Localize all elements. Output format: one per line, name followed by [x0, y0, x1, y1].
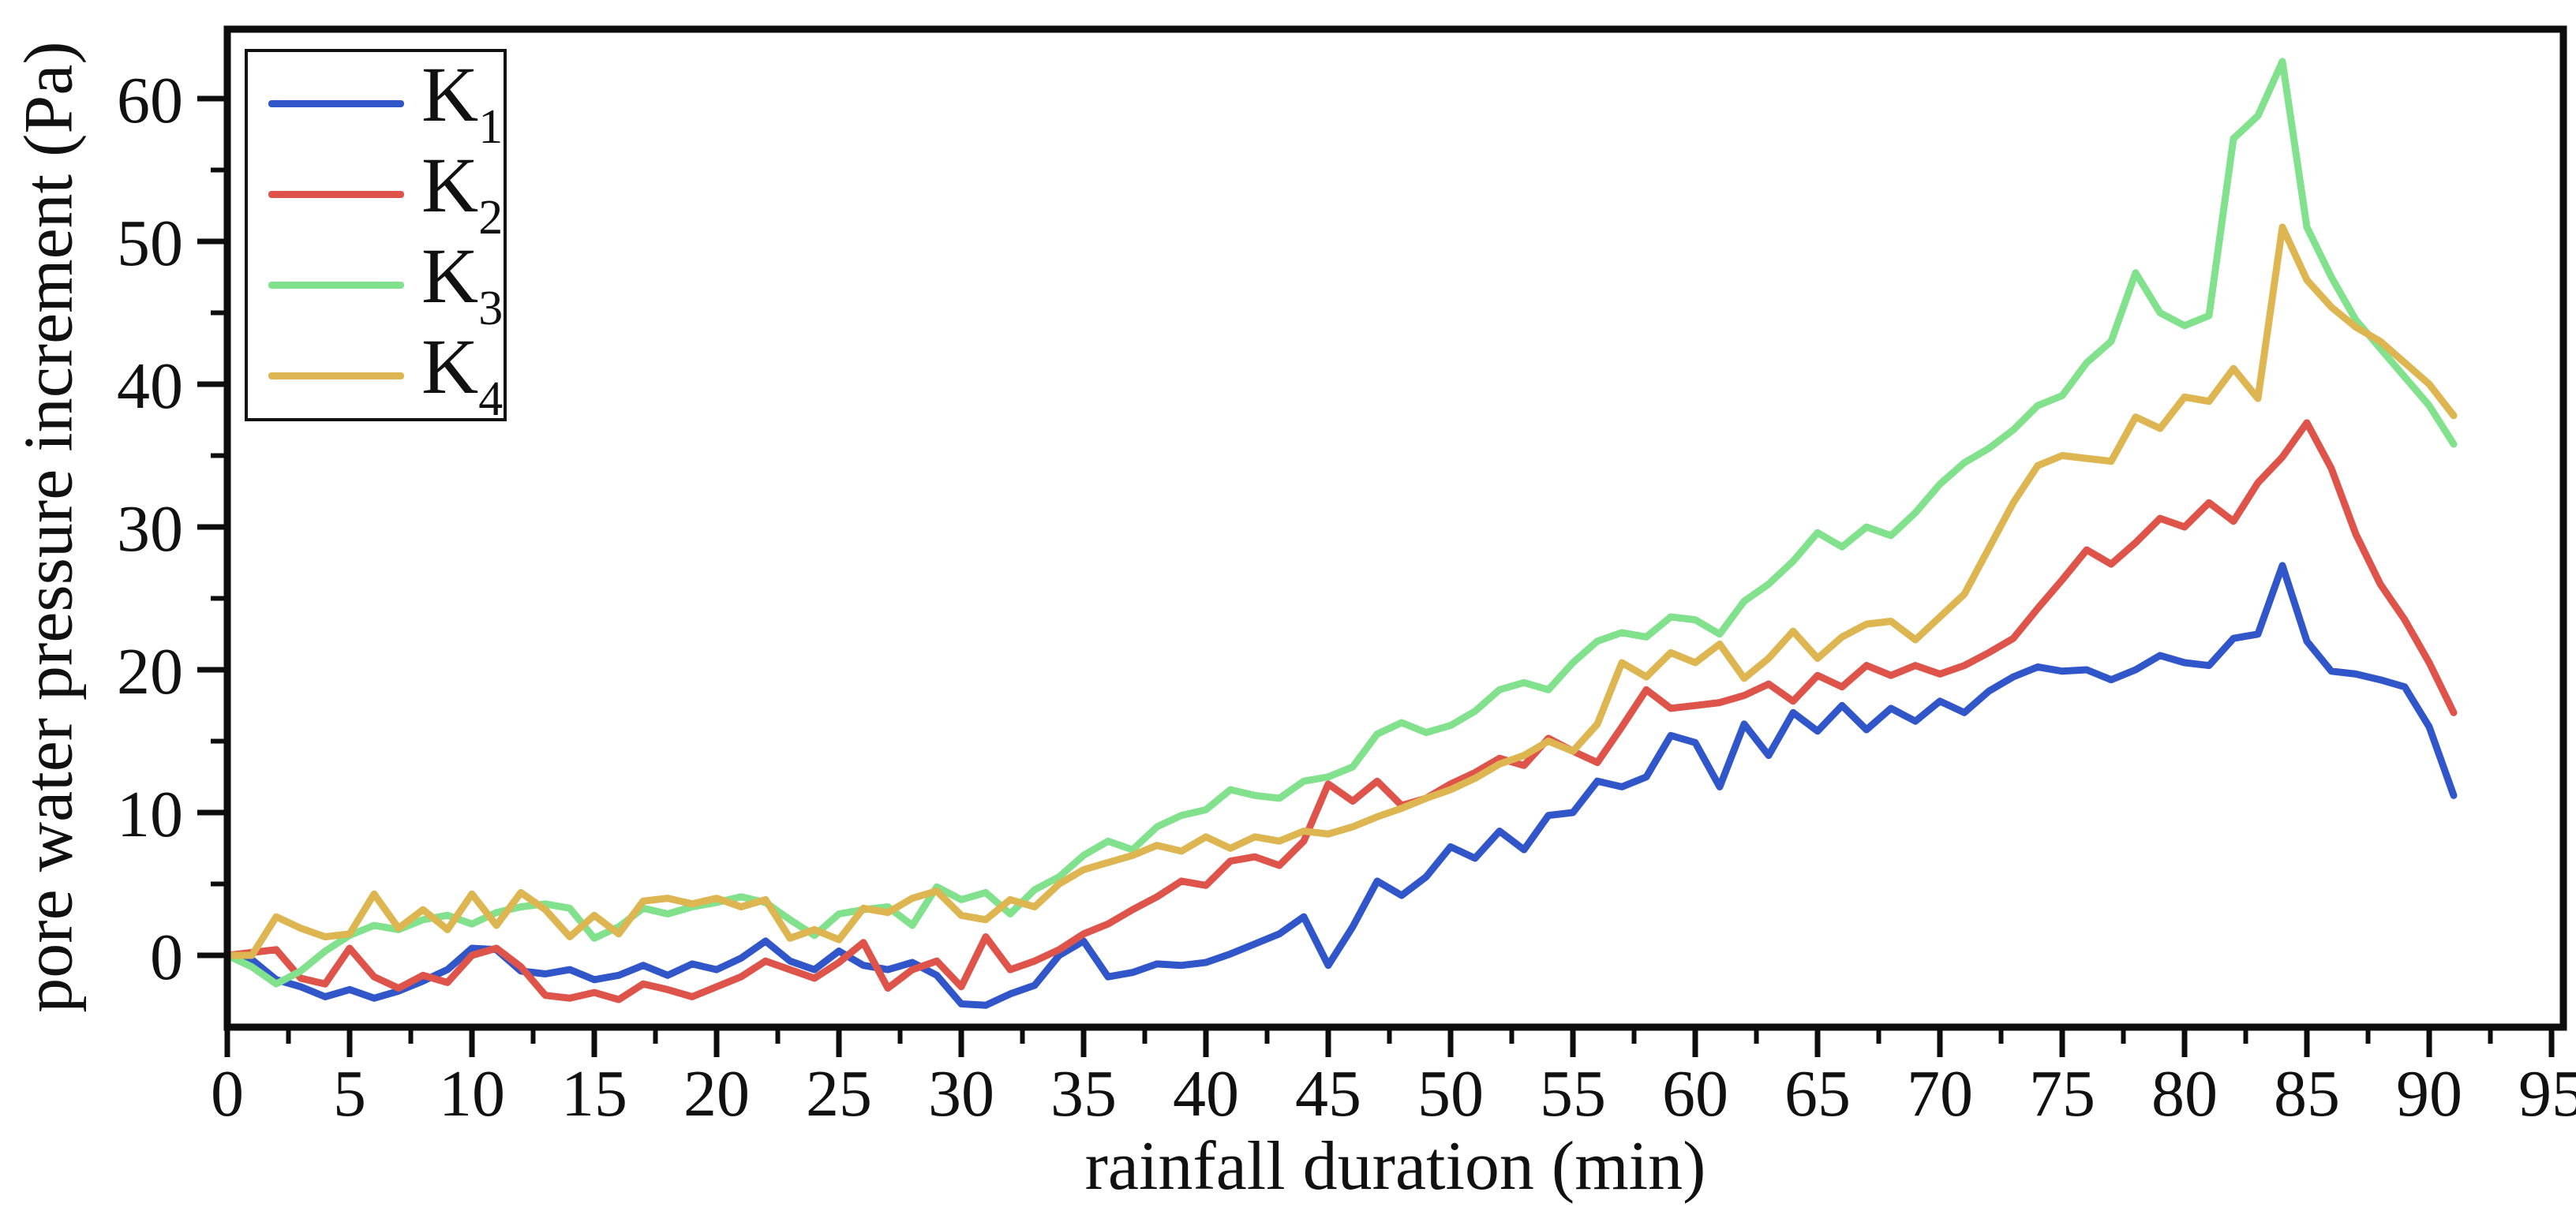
- x-tick-label: 60: [1662, 1057, 1728, 1130]
- legend-line-k2-icon: [268, 190, 404, 198]
- legend-item-k2: K2: [248, 141, 504, 245]
- x-tick-label: 95: [2518, 1057, 2576, 1130]
- x-tick-label: 75: [2029, 1057, 2095, 1130]
- x-tick-label: 65: [1784, 1057, 1851, 1130]
- y-tick-label: 10: [117, 778, 183, 851]
- x-tick-label: 50: [1417, 1057, 1484, 1130]
- series-line-k2: [227, 419, 2458, 1003]
- x-tick-label: 25: [806, 1057, 872, 1130]
- y-tick-label: 0: [150, 921, 183, 994]
- x-tick-label: 20: [683, 1057, 750, 1130]
- x-tick-label: 45: [1295, 1057, 1361, 1130]
- legend-item-k3: K3: [248, 232, 504, 335]
- x-tick-label: 70: [1907, 1057, 1973, 1130]
- y-tick-label: 60: [117, 64, 183, 137]
- x-tick-label: 5: [333, 1057, 366, 1130]
- x-tick-label: 35: [1050, 1057, 1117, 1130]
- legend-label-k3: K3: [421, 232, 504, 335]
- legend-line-k1-icon: [268, 99, 404, 107]
- x-axis-title: rainfall duration (min): [1084, 1128, 1706, 1205]
- series-line-k4: [227, 223, 2458, 959]
- chart-legend: K1 K2 K3 K4: [245, 49, 507, 426]
- legend-item-k1: K1: [248, 50, 504, 154]
- legend-line-k4-icon: [268, 372, 404, 379]
- axis-frame: [223, 25, 2567, 1031]
- legend-item-k4: K4: [248, 323, 504, 426]
- x-tick-label: 10: [439, 1057, 505, 1130]
- x-tick-label: 85: [2274, 1057, 2340, 1130]
- legend-label-k4: K4: [421, 323, 504, 426]
- y-tick-label: 50: [117, 207, 183, 280]
- series-line-k1: [227, 562, 2458, 1009]
- x-tick-label: 15: [561, 1057, 627, 1130]
- y-tick-label: 20: [117, 635, 183, 708]
- y-tick-label: 40: [117, 349, 183, 423]
- y-tick-label: 30: [117, 492, 183, 566]
- x-tick-label: 80: [2151, 1057, 2218, 1130]
- legend-line-k3-icon: [268, 281, 404, 289]
- legend-label-k2: K2: [421, 141, 504, 245]
- x-tick-label: 90: [2396, 1057, 2462, 1130]
- y-axis-title: pore water pressure increment (Pa): [10, 41, 88, 1013]
- legend-label-k1: K1: [421, 50, 504, 154]
- x-tick-label: 40: [1173, 1057, 1239, 1130]
- x-tick-label: 30: [928, 1057, 994, 1130]
- x-tick-label: 55: [1540, 1057, 1606, 1130]
- x-tick-label: 0: [211, 1057, 244, 1130]
- series-line-k3: [227, 58, 2458, 988]
